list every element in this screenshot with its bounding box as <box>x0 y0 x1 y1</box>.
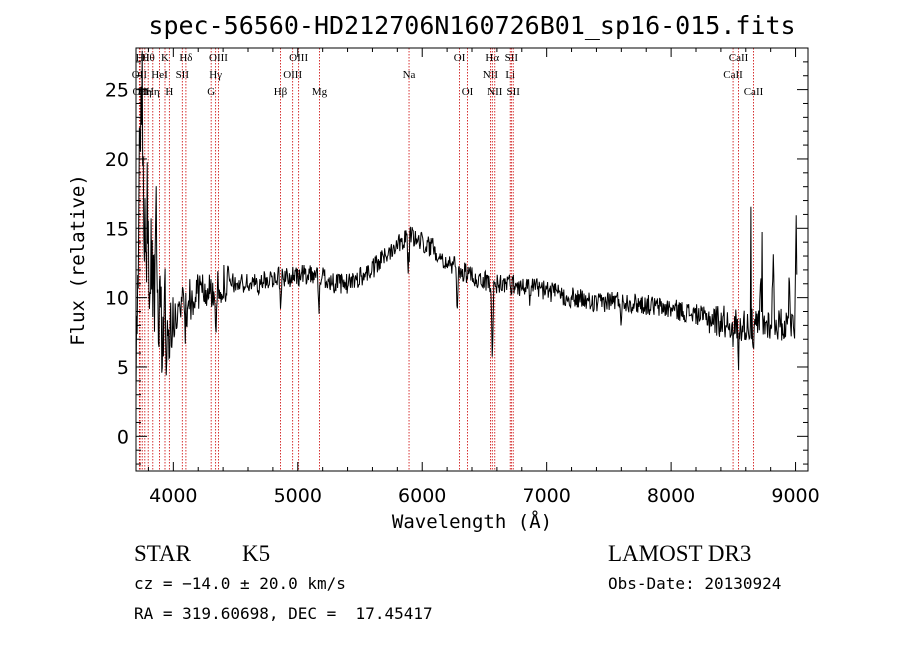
survey-name: LAMOST DR3 <box>608 541 751 566</box>
marker-label: CaII <box>723 69 743 81</box>
marker-label: Na <box>403 69 416 81</box>
marker-label: Hη <box>146 86 160 98</box>
marker-label: OIII <box>209 52 228 64</box>
marker-label: Mg <box>312 86 328 98</box>
y-tick-label: 25 <box>105 80 129 102</box>
x-tick-label: 9000 <box>771 485 819 507</box>
y-tick-label: 5 <box>117 357 129 379</box>
object-class: STAR <box>134 541 192 566</box>
x-tick-label: 4000 <box>149 485 197 507</box>
x-tick-label: 6000 <box>398 485 446 507</box>
object-subclass: K5 <box>242 541 270 566</box>
marker-label: H <box>165 86 173 98</box>
marker-label: NII <box>483 69 499 81</box>
marker-label: CaII <box>744 86 764 98</box>
y-axis-ticks: 0 5 10 15 20 25 <box>105 61 808 465</box>
y-tick-label: 10 <box>105 288 129 310</box>
marker-label: Hδ <box>179 52 192 64</box>
y-tick-label: 20 <box>105 149 129 171</box>
chart-title: spec-56560-HD212706N160726B01_sp16-015.f… <box>148 11 795 40</box>
obs-date: Obs-Date: 20130924 <box>608 574 781 593</box>
marker-label: OI <box>454 52 466 64</box>
y-tick-label: 0 <box>117 426 129 448</box>
redshift-text: cz = −14.0 ± 20.0 km/s <box>134 574 346 593</box>
marker-label: Hθ <box>142 52 155 64</box>
marker-label: CaII <box>729 52 749 64</box>
marker-label: G <box>207 86 215 98</box>
x-tick-label: 5000 <box>274 485 322 507</box>
flux-series-line <box>135 50 798 396</box>
marker-label: Hγ <box>209 69 222 81</box>
y-axis-label: Flux (relative) <box>67 174 89 346</box>
x-tick-label: 7000 <box>522 485 570 507</box>
marker-label: K <box>161 52 169 64</box>
coordinates: RA = 319.60698, DEC = 17.45417 <box>134 604 433 623</box>
marker-label: NII <box>487 86 503 98</box>
marker-label: Hβ <box>274 86 288 98</box>
x-axis-label: Wavelength (Å) <box>392 510 552 533</box>
marker-label: OIII <box>289 52 308 64</box>
x-tick-label: 8000 <box>647 485 695 507</box>
marker-label: SII <box>176 69 190 81</box>
x-axis-ticks: 4000 5000 6000 7000 8000 9000 <box>147 48 820 507</box>
marker-label: Li <box>505 69 515 81</box>
marker-label: OIII <box>283 69 302 81</box>
y-tick-label: 15 <box>105 218 129 240</box>
marker-label: OI <box>462 86 474 98</box>
marker-label: HeI <box>151 69 168 81</box>
info-panel: STAR K5 LAMOST DR3 cz = −14.0 ± 20.0 km/… <box>134 541 781 623</box>
marker-label: SII <box>506 86 520 98</box>
marker-label: Hα <box>485 52 499 64</box>
marker-label: SII <box>505 52 519 64</box>
